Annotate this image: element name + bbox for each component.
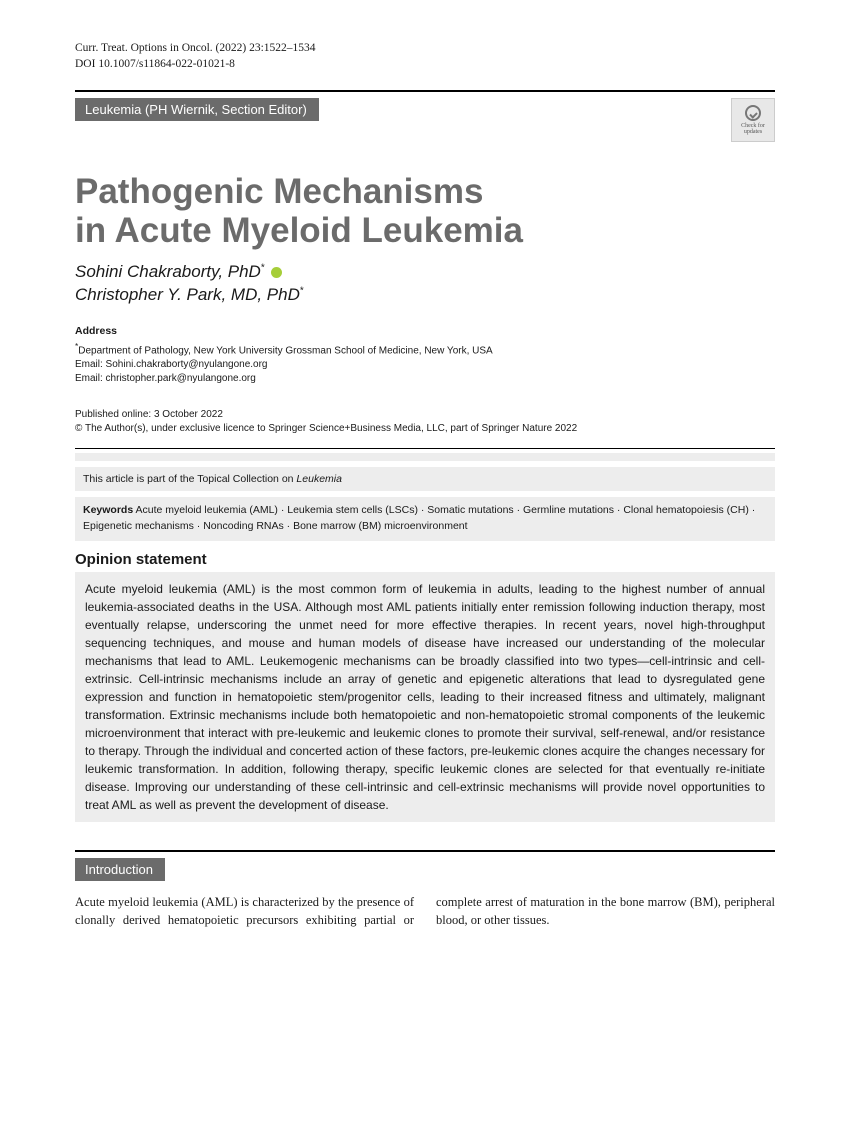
check-updates-badge[interactable]: Check for updates [731,98,775,142]
published-date: Published online: 3 October 2022 [75,408,775,422]
section-label: Leukemia (PH Wiernik, Section Editor) [75,98,319,121]
journal-citation: Curr. Treat. Options in Oncol. (2022) 23… [75,40,775,56]
topical-prefix: This article is part of the Topical Coll… [83,473,296,485]
author-2-affil-marker: * [300,285,304,296]
intro-rule [75,850,775,852]
article-title: Pathogenic Mechanisms in Acute Myeloid L… [75,172,775,250]
opinion-heading: Opinion statement [75,551,775,568]
keywords-text: Acute myeloid leukemia (AML) · Leukemia … [83,504,755,532]
copyright: © The Author(s), under exclusive licence… [75,422,775,436]
intro-heading-wrap: Introduction [75,850,775,881]
body-text: Acute myeloid leukemia (AML) is characte… [75,893,775,929]
affiliation: *Department of Pathology, New York Unive… [75,341,775,358]
orcid-icon[interactable] [271,267,282,278]
title-line-1: Pathogenic Mechanisms [75,172,483,211]
affil-text: Department of Pathology, New York Univer… [78,345,492,356]
top-rule [75,90,775,92]
keywords-box: Keywords Acute myeloid leukemia (AML) · … [75,497,775,541]
doi: DOI 10.1007/s11864-022-01021-8 [75,56,775,72]
topical-collection-note: This article is part of the Topical Coll… [75,467,775,491]
address-heading: Address [75,324,775,339]
header-meta: Curr. Treat. Options in Oncol. (2022) 23… [75,40,775,72]
keywords-label: Keywords [83,504,133,516]
title-line-2: in Acute Myeloid Leukemia [75,211,523,250]
address-block: Address *Department of Pathology, New Yo… [75,324,775,386]
email-2: Email: christopher.park@nyulangone.org [75,372,775,386]
author-1-affil-marker: * [261,262,265,273]
checkmark-icon [745,105,761,121]
opinion-statement: Acute myeloid leukemia (AML) is the most… [75,572,775,822]
author-list: Sohini Chakraborty, PhD* Christopher Y. … [75,261,775,307]
publication-info: Published online: 3 October 2022 © The A… [75,408,775,436]
author-1: Sohini Chakraborty, PhD [75,262,261,281]
topical-collection-name: Leukemia [296,473,342,485]
divider-1 [75,448,775,449]
spacer-box-1 [75,453,775,461]
check-updates-label: Check for updates [732,123,774,136]
intro-heading: Introduction [75,858,165,881]
section-bar-row: Leukemia (PH Wiernik, Section Editor) Ch… [75,98,775,142]
author-2: Christopher Y. Park, MD, PhD [75,285,300,304]
email-1: Email: Sohini.chakraborty@nyulangone.org [75,358,775,372]
